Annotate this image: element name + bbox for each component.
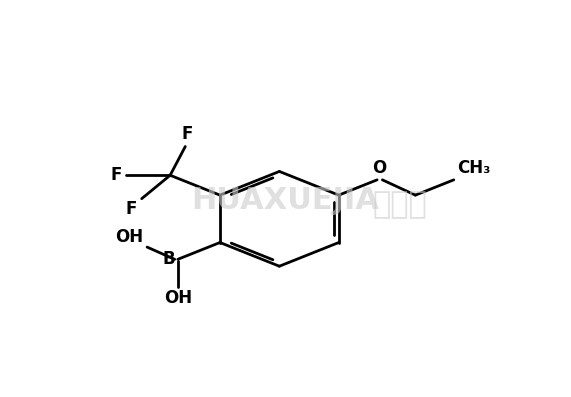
Text: O: O (372, 160, 387, 177)
Text: OH: OH (164, 289, 192, 307)
Text: HUAXUEJIA: HUAXUEJIA (191, 186, 379, 215)
Text: 化学加: 化学加 (372, 191, 427, 220)
Text: F: F (182, 125, 193, 143)
Text: B: B (163, 251, 176, 268)
Text: F: F (110, 166, 122, 184)
Text: F: F (126, 200, 137, 218)
Text: CH₃: CH₃ (457, 160, 490, 177)
Text: OH: OH (115, 227, 143, 246)
